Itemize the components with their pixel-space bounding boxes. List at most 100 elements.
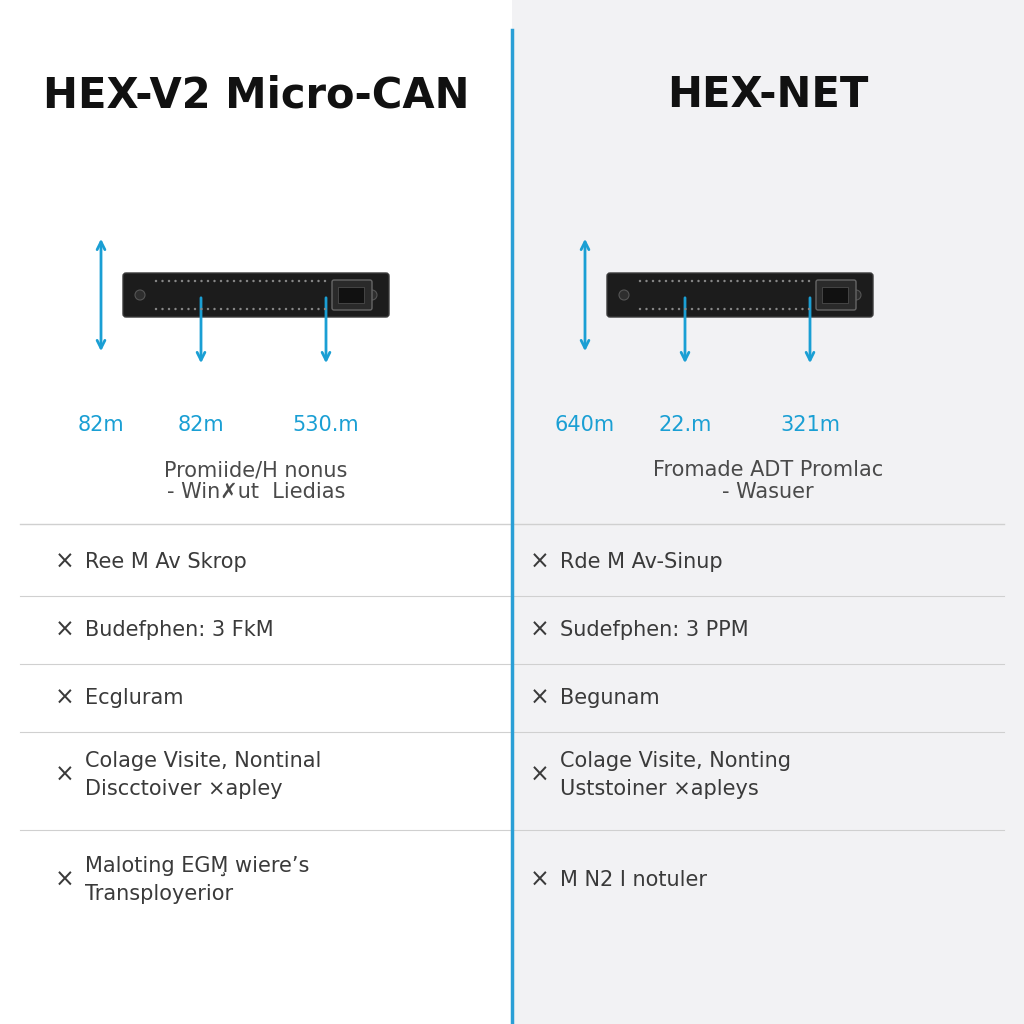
Circle shape [672,308,674,310]
Circle shape [194,308,197,310]
Circle shape [187,308,189,310]
Text: ×: × [530,868,550,892]
Circle shape [808,280,810,283]
Circle shape [781,308,784,310]
Circle shape [213,308,216,310]
FancyBboxPatch shape [816,280,856,310]
Bar [338,287,364,303]
Circle shape [711,308,713,310]
Bar [822,287,848,303]
Circle shape [135,290,145,300]
Text: Ree M Av Skrop: Ree M Av Skrop [85,552,247,572]
Circle shape [168,280,170,283]
Circle shape [246,308,248,310]
Circle shape [730,308,732,310]
Text: ×: × [55,763,75,787]
Circle shape [808,308,810,310]
Circle shape [271,308,274,310]
Circle shape [788,280,791,283]
Circle shape [795,308,798,310]
Circle shape [802,308,804,310]
Circle shape [684,280,687,283]
Circle shape [762,280,765,283]
Text: ×: × [55,686,75,710]
Circle shape [311,280,313,283]
Text: 640m: 640m [555,415,615,435]
Bar [512,0,1024,1024]
Text: HEX-NET: HEX-NET [668,74,868,116]
Circle shape [703,308,707,310]
Circle shape [717,280,719,283]
Bar [0,0,512,1024]
Circle shape [265,280,267,283]
Circle shape [730,280,732,283]
Circle shape [658,308,660,310]
Circle shape [271,280,274,283]
Circle shape [304,280,307,283]
Text: Promiide/H nonus: Promiide/H nonus [164,460,348,480]
Text: Maloting EGM̧ wiere’s
Transployerior: Maloting EGM̧ wiere’s Transployerior [85,856,309,904]
Circle shape [795,280,798,283]
Text: Ecgluram: Ecgluram [85,688,183,708]
Circle shape [665,280,668,283]
Circle shape [678,280,680,283]
Text: 321m: 321m [780,415,840,435]
Circle shape [317,280,319,283]
Circle shape [252,280,255,283]
Text: Colage Visite, Nontinal
Discctoiver ×apley: Colage Visite, Nontinal Discctoiver ×apl… [85,751,322,799]
Circle shape [851,290,861,300]
Circle shape [246,280,248,283]
Circle shape [639,280,641,283]
Circle shape [207,308,209,310]
Circle shape [645,308,648,310]
Circle shape [658,280,660,283]
Circle shape [665,308,668,310]
Circle shape [639,308,641,310]
Circle shape [265,308,267,310]
Circle shape [762,308,765,310]
Text: ×: × [55,868,75,892]
Text: HEX-V2 Micro-CAN: HEX-V2 Micro-CAN [43,74,469,116]
Circle shape [162,280,164,283]
Circle shape [775,308,777,310]
Circle shape [750,280,752,283]
Text: ×: × [530,686,550,710]
Circle shape [201,280,203,283]
Circle shape [742,308,745,310]
Circle shape [317,308,319,310]
Circle shape [155,308,158,310]
Text: M N2 I notuler: M N2 I notuler [560,870,707,890]
Circle shape [769,280,771,283]
Circle shape [168,308,170,310]
Circle shape [174,280,177,283]
Circle shape [220,280,222,283]
Circle shape [618,290,629,300]
Circle shape [220,308,222,310]
Circle shape [298,308,300,310]
Text: Begunam: Begunam [560,688,659,708]
Circle shape [742,280,745,283]
Circle shape [652,308,654,310]
Text: - Win✗ut  Liedias: - Win✗ut Liedias [167,482,345,502]
Text: - Wasuer: - Wasuer [722,482,814,502]
FancyBboxPatch shape [332,280,372,310]
Circle shape [697,280,699,283]
Circle shape [285,308,287,310]
Text: Sudefphen: 3 PPM: Sudefphen: 3 PPM [560,620,749,640]
Circle shape [769,308,771,310]
Circle shape [717,308,719,310]
Circle shape [711,280,713,283]
Text: 22.m: 22.m [658,415,712,435]
Circle shape [723,308,726,310]
Circle shape [697,308,699,310]
Circle shape [324,280,327,283]
Circle shape [162,308,164,310]
Circle shape [279,308,281,310]
Text: ×: × [55,618,75,642]
Circle shape [723,280,726,283]
Circle shape [678,308,680,310]
Circle shape [703,280,707,283]
Circle shape [194,280,197,283]
Circle shape [181,280,183,283]
Text: ×: × [530,763,550,787]
